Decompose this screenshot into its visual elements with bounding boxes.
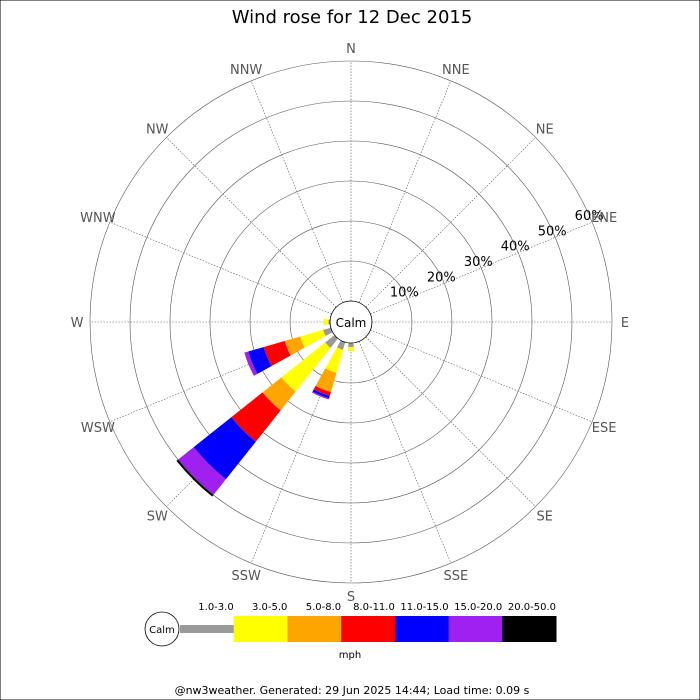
calm-circle: Calm [329, 300, 373, 344]
wind-bar-segment [311, 391, 330, 400]
legend-units: mph [339, 650, 361, 661]
footer-text: @nw3weather. Generated: 29 Jun 2025 14:4… [175, 684, 530, 697]
radial-tick-label: 60% [575, 209, 604, 224]
calm-label: Calm [336, 316, 367, 330]
wind-bar-segment [300, 329, 326, 348]
wind-bar-segment [231, 392, 281, 442]
wind-bar-segment [178, 447, 226, 495]
legend-calm-label: Calm [149, 625, 175, 636]
direction-label: SSE [443, 569, 468, 584]
legend-bin-label: 3.0-5.0 [252, 602, 287, 613]
radial-tick-label: 10% [390, 286, 419, 301]
wind-bar-segment [176, 459, 214, 497]
direction-label: NNW [230, 63, 262, 78]
wind-bar-segment [336, 340, 346, 350]
legend-swatch [287, 616, 342, 642]
wind-bar-segment [313, 385, 331, 397]
legend-bin-label: 1.0-3.0 [198, 602, 233, 613]
direction-label: NE [536, 122, 554, 137]
legend-bin-label: 11.0-15.0 [400, 602, 448, 613]
wind-bar-segment [281, 342, 331, 392]
wind-bar-segment [323, 327, 333, 337]
direction-label: W [71, 316, 84, 331]
wind-bar-segment [325, 347, 344, 373]
grid-spoke [370, 221, 593, 315]
wind-bar-segment [284, 336, 305, 356]
radial-tick-label: 50% [538, 224, 567, 239]
wind-bar-segment [347, 346, 355, 351]
wind-bar-segment [348, 342, 354, 347]
radial-tick-labels: 10% 20% 30% 40% 50% 60% [390, 209, 604, 301]
legend: Calm mph 1.0-3.0 3.0-5.0 5.0-8.0 8.0-11.0 11… [144, 602, 557, 661]
radial-tick-label: 30% [464, 255, 493, 270]
wind-bar-segment [262, 377, 296, 411]
legend-swatch [180, 625, 235, 633]
grid-ring [89, 60, 613, 584]
legend-bin-label: 15.0-20.0 [454, 602, 502, 613]
direction-label: N [346, 42, 356, 57]
direction-label: WSW [81, 421, 115, 436]
legend-swatch [341, 616, 396, 642]
wind-bar-segment [244, 351, 258, 376]
radial-tick-label: 40% [501, 240, 530, 255]
direction-label: ESE [592, 421, 617, 436]
wind-bar-segment [325, 335, 338, 348]
legend-swatch [394, 616, 450, 642]
direction-label: SE [537, 510, 553, 525]
legend-swatch [502, 616, 557, 642]
direction-labels: N NNE NE ENE E ESE SE SSE S SSW SW WSW W WNW NW NNW [71, 42, 630, 605]
grid-spoke [358, 341, 452, 564]
wind-bar-segment [315, 368, 337, 393]
wind-bar-segment [248, 347, 272, 374]
wind-bars [176, 318, 355, 497]
direction-label: SSW [231, 569, 261, 584]
grid-spoke [166, 137, 337, 308]
legend-bin-label: 5.0-8.0 [306, 602, 341, 613]
wind-bar-segment [323, 318, 329, 326]
radial-tick-label: 20% [427, 270, 456, 285]
direction-label: ENE [591, 211, 617, 226]
direction-label: S [347, 590, 355, 605]
grid-spoke [250, 80, 344, 303]
direction-label: SW [147, 510, 168, 525]
grid-spoke [358, 80, 452, 303]
legend-swatch [448, 616, 503, 642]
grid-spoke [365, 137, 536, 308]
wind-bar-segment [193, 417, 256, 480]
chart-title: Wind rose for 12 Dec 2015 [232, 7, 473, 28]
direction-label: NW [146, 122, 169, 137]
grid-ring [249, 220, 453, 424]
legend-bin-label: 8.0-11.0 [353, 602, 395, 613]
grid-ring [129, 100, 573, 544]
grid-spoke [370, 329, 593, 423]
wind-bar-segment [312, 389, 330, 399]
legend-swatch [233, 616, 288, 642]
direction-label: WNW [80, 211, 116, 226]
direction-label: NNE [442, 63, 470, 78]
grid-spoke [109, 221, 332, 315]
wind-bar-segment [263, 341, 291, 367]
direction-label: E [621, 316, 629, 331]
legend-calm-circle [144, 611, 180, 647]
grid-spoke [365, 336, 536, 507]
legend-bin-label: 20.0-50.0 [508, 602, 556, 613]
